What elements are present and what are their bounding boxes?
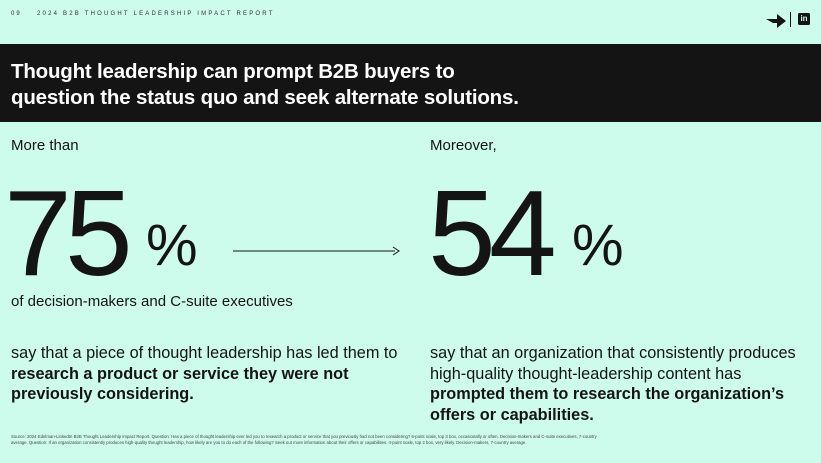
left-stat-number: 75 (4, 165, 133, 301)
left-para-prefix: say that (11, 344, 73, 362)
right-percent-sign: % (572, 213, 624, 278)
left-percent-sign: % (146, 213, 198, 278)
report-title: 2024 B2B THOUGHT LEADERSHIP IMPACT REPOR… (37, 11, 275, 17)
arrow-logo-icon[interactable] (766, 11, 786, 29)
left-stat-subtext: of decision-makers and C-suite executive… (11, 293, 293, 310)
page-number: 09 (11, 11, 22, 17)
headline-banner (0, 44, 821, 122)
headline-line-1: Thought leadership can prompt B2B buyers… (11, 60, 455, 83)
right-para-body: an organization that consistently produc… (430, 344, 796, 383)
connector-arrow-icon (233, 246, 400, 256)
left-lead-text: More than (11, 137, 79, 154)
headline-line-2: question the status quo and seek alterna… (11, 86, 519, 109)
top-bar: 09 2024 B2B THOUGHT LEADERSHIP IMPACT RE… (0, 0, 821, 44)
page-headline: Thought leadership can prompt B2B buyers… (11, 59, 571, 111)
right-para-prefix: say that (430, 344, 492, 362)
source-footnote: Source: 2024 Edelman-LinkedIn B2B Though… (11, 434, 597, 445)
right-lead-text: Moreover, (430, 137, 497, 154)
left-stat-description: say that a piece of thought leadership h… (11, 343, 411, 405)
right-para-emphasis: prompted them to research the organizati… (430, 385, 785, 424)
left-para-emphasis: research a product or service they were … (11, 364, 349, 404)
linkedin-icon[interactable]: in (798, 13, 810, 25)
right-stat-description: say that an organization that consistent… (430, 343, 810, 425)
header-divider (790, 12, 791, 27)
right-stat-number: 54 (428, 165, 557, 301)
left-para-body: a piece of thought leadership has led th… (72, 344, 398, 362)
